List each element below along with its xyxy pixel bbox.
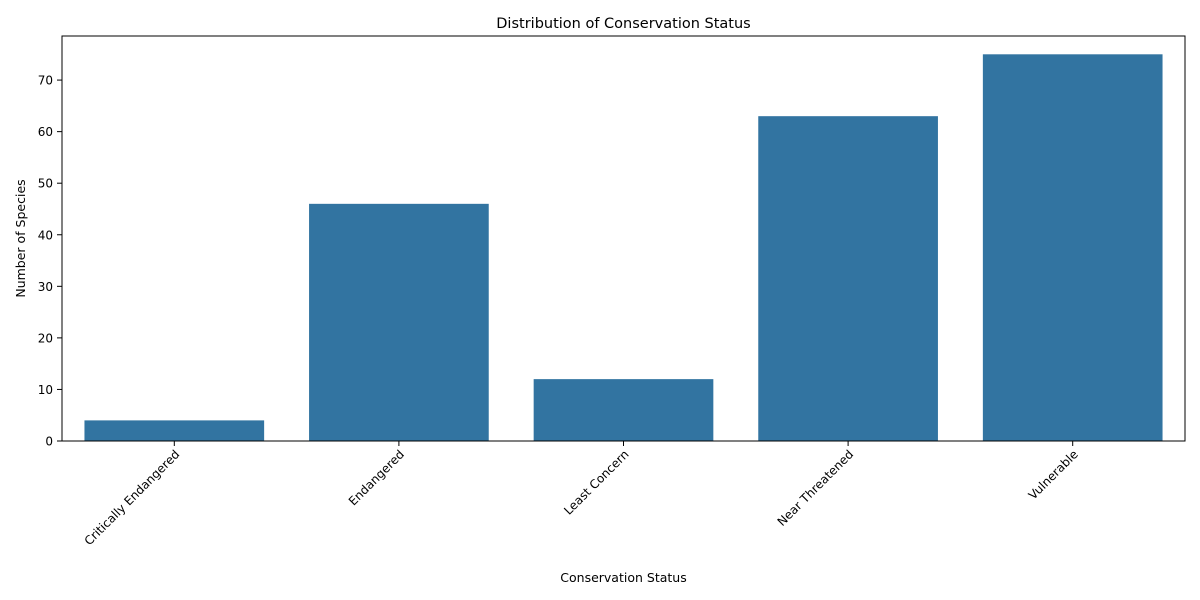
x-axis: Critically Endangered Endangered Least Con… — [82, 441, 1081, 548]
bar — [982, 54, 1163, 442]
bar — [758, 116, 938, 442]
y-axis-label: Number of Species — [13, 179, 28, 297]
bars-group — [84, 54, 1163, 442]
x-axis-label: Conservation Status — [560, 570, 686, 585]
bar — [84, 420, 265, 441]
y-tick-label: 40 — [38, 228, 53, 242]
y-tick-label: 0 — [45, 435, 53, 449]
bar — [309, 203, 489, 441]
x-tick-label: Endangered — [346, 447, 407, 508]
y-tick-label: 10 — [38, 383, 53, 397]
y-tick-label: 20 — [38, 331, 53, 345]
plot-frame — [61, 35, 1186, 442]
y-tick-label: 60 — [38, 125, 53, 139]
bar — [533, 379, 714, 441]
x-tick-label: Vulnerable — [1026, 447, 1081, 502]
y-tick-label: 70 — [38, 74, 53, 88]
chart-title: Distribution of Conservation Status — [496, 16, 750, 32]
y-axis: 0 10 20 30 40 50 60 70 — [38, 74, 62, 449]
x-tick-label: Critically Endangered — [82, 447, 183, 548]
y-tick-label: 30 — [38, 280, 53, 294]
x-tick-label: Near Threatened — [775, 447, 857, 529]
y-tick-label: 50 — [38, 177, 53, 191]
x-tick-label: Least Concern — [561, 447, 631, 517]
